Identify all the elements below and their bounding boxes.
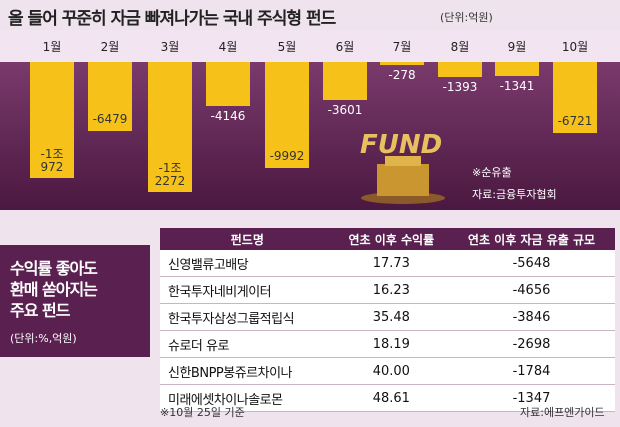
table-row: 신영밸류고배당 17.73 -5648 xyxy=(160,250,615,277)
bar xyxy=(380,62,424,65)
value-label: -3601 xyxy=(327,103,363,118)
value-label: -9992 xyxy=(269,149,305,164)
x-tick-label: 9월 xyxy=(507,40,527,54)
x-tick-label: 7월 xyxy=(392,40,412,54)
table-cell: -5648 xyxy=(447,250,615,277)
x-tick-label: 5월 xyxy=(277,40,297,54)
fund-table: 펀드명 연초 이후 수익률 연초 이후 자금 유출 규모 신영밸류고배당 17.73 -5… xyxy=(160,228,615,412)
illustration-text: FUND xyxy=(360,130,443,160)
source: 자료:에프엔가이드 xyxy=(520,406,605,419)
table-cell: 한국투자네비게이터 xyxy=(160,276,335,304)
value-label: -4146 xyxy=(210,109,246,123)
table-row: 신한BNPP봉쥬르차이나 40.00 -1784 xyxy=(160,357,615,385)
x-tick-label: 3월 xyxy=(160,40,180,54)
bar xyxy=(88,62,132,131)
bar xyxy=(553,62,597,134)
table-title: 수익률 좋아도 환매 쏟아지는 주요 펀드 xyxy=(10,259,98,320)
table-cell: -4656 xyxy=(447,276,615,304)
column-header: 연초 이후 수익률 xyxy=(334,228,448,250)
value-label: -6479 xyxy=(92,111,128,126)
bar xyxy=(323,62,367,101)
table-cell: 신한BNPP봉쥬르차이나 xyxy=(160,357,335,385)
table-cell: 40.00 xyxy=(334,357,448,385)
value-label: -1조 2272 xyxy=(154,161,186,189)
table-cell: 48.61 xyxy=(334,384,448,412)
table-cell: 18.19 xyxy=(334,330,448,358)
column-header: 연초 이후 자금 유출 규모 xyxy=(447,228,615,250)
side-box xyxy=(0,245,150,357)
column-header: 펀드명 xyxy=(160,228,335,250)
bar xyxy=(495,62,539,77)
table-cell: 17.73 xyxy=(334,250,448,277)
table-row: 한국투자삼성그룹적립식 35.48 -3846 xyxy=(160,303,615,331)
bar xyxy=(30,62,74,179)
chart-title: 올 들어 꾸준히 자금 빠져나가는 국내 주식형 펀드 xyxy=(8,9,336,29)
footnote: ※10월 25일 기준 xyxy=(160,406,245,419)
table-row: 한국투자네비게이터 16.23 -4656 xyxy=(160,276,615,304)
x-tick-label: 6월 xyxy=(335,40,355,54)
value-label: -278 xyxy=(388,67,416,82)
bar xyxy=(438,62,482,77)
value-label: -1393 xyxy=(442,79,478,94)
table-cell: 미래에셋차이나솔로몬 xyxy=(160,384,335,412)
x-tick-label: 2월 xyxy=(100,40,120,54)
note: ※순유출 xyxy=(472,166,512,179)
table-cell: -2698 xyxy=(447,330,615,358)
table-cell: 슈로더 유로 xyxy=(160,330,335,358)
table-cell: -1784 xyxy=(447,357,615,385)
x-tick-label: 10월 xyxy=(561,40,589,54)
bar xyxy=(206,62,250,106)
table-cell: -1347 xyxy=(447,384,615,412)
table-row: 슈로더 유로 18.19 -2698 xyxy=(160,330,615,358)
source: 자료:금융투자협회 xyxy=(472,188,557,201)
table-cell: 신영밸류고배당 xyxy=(160,250,335,277)
table-cell: 한국투자삼성그룹적립식 xyxy=(160,303,335,331)
x-tick-label: 4월 xyxy=(218,40,238,54)
fund-illustration xyxy=(361,156,445,204)
table-cell: 35.48 xyxy=(334,303,448,331)
table-cell: -3846 xyxy=(447,303,615,331)
x-tick-label: 1월 xyxy=(42,40,62,54)
x-tick-label: 8월 xyxy=(450,40,470,54)
value-label: -6721 xyxy=(557,114,593,129)
value-label: -1조 972 xyxy=(40,147,64,175)
bar xyxy=(148,62,192,193)
table-unit: (단위:%,억원) xyxy=(10,332,77,345)
unit: (단위:억원) xyxy=(440,11,493,24)
value-label: -1341 xyxy=(499,79,535,94)
bar xyxy=(265,62,309,169)
header-row: 펀드명 연초 이후 수익률 연초 이후 자금 유출 규모 xyxy=(160,228,615,250)
month-band xyxy=(0,30,620,62)
table-row: 미래에셋차이나솔로몬 48.61 -1347 xyxy=(160,384,615,412)
table-cell: 16.23 xyxy=(334,276,448,304)
